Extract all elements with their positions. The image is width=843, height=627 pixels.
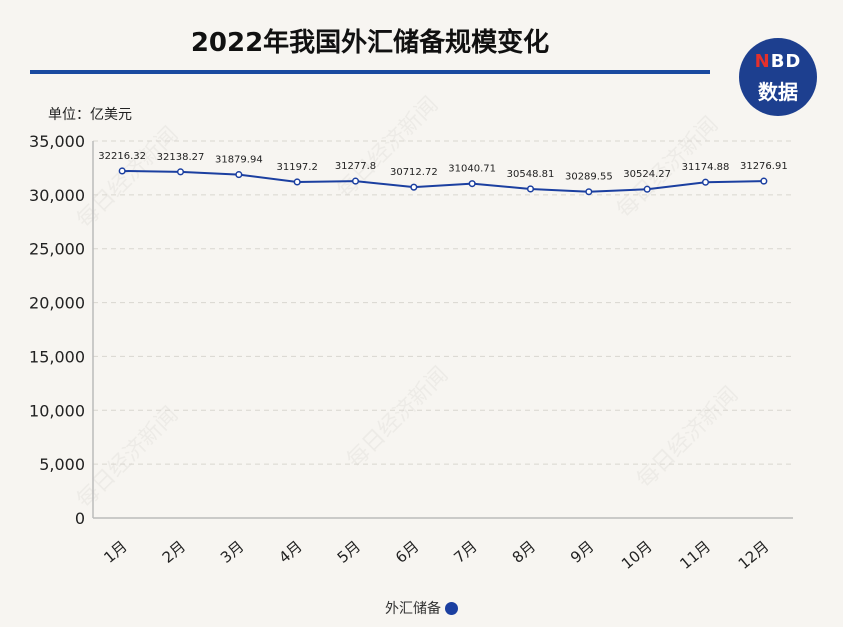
x-tick-label: 2月 [159, 537, 189, 567]
data-point [585, 188, 593, 196]
data-point [760, 177, 768, 185]
y-tick-label: 15,000 [29, 347, 85, 366]
x-tick-label: 7月 [450, 537, 480, 567]
nbd-logo: NBD 数据 [739, 38, 817, 116]
data-label: 30524.27 [623, 169, 671, 180]
legend-label: 外汇储备 [385, 601, 441, 617]
y-tick-label: 25,000 [29, 240, 85, 259]
legend-marker [445, 602, 458, 615]
data-label: 32216.32 [98, 151, 146, 162]
logo-accent: N [754, 51, 771, 72]
data-label: 30712.72 [390, 167, 438, 178]
data-point [176, 168, 185, 176]
data-label: 31277.8 [335, 161, 376, 172]
x-tick-label: 4月 [275, 537, 305, 567]
y-tick-label: 30,000 [29, 186, 85, 205]
data-point [701, 178, 710, 186]
x-tick-label: 3月 [217, 537, 247, 567]
title-underline [30, 70, 710, 74]
data-point [118, 167, 126, 175]
x-tick-label: 12月 [735, 537, 773, 573]
data-label: 31174.88 [682, 162, 730, 173]
data-point [468, 180, 476, 188]
x-tick-label: 10月 [618, 537, 656, 573]
data-point [526, 185, 535, 193]
data-label: 30289.55 [565, 172, 613, 183]
y-tick-label: 20,000 [29, 294, 85, 313]
y-tick-label: 10,000 [29, 401, 85, 420]
x-tick-label: 9月 [567, 537, 597, 567]
x-tick-label: 6月 [392, 537, 422, 567]
x-tick-label: 11月 [676, 537, 714, 573]
logo-line2: 数据 [758, 80, 798, 104]
data-point [235, 171, 243, 179]
y-tick-label: 5,000 [39, 455, 85, 474]
x-tick-label: 5月 [334, 537, 364, 567]
data-label: 30548.81 [507, 169, 555, 180]
data-label: 31879.94 [215, 155, 263, 166]
data-point [643, 185, 651, 193]
data-label: 31040.71 [448, 164, 496, 175]
x-tick-label: 8月 [509, 537, 539, 567]
logo-rest: BD [770, 51, 802, 72]
chart-title: 2022年我国外汇储备规模变化 [190, 28, 550, 58]
y-tick-label: 35,000 [29, 132, 85, 151]
data-point [410, 183, 418, 191]
logo-line1: NBD [739, 51, 817, 72]
unit-label: 单位：亿美元 [48, 107, 132, 123]
x-tick-label: 1月 [100, 537, 130, 567]
data-label: 32138.27 [157, 152, 205, 163]
series-line [122, 169, 764, 193]
legend: 外汇储备 [0, 598, 843, 618]
data-label: 31276.91 [740, 161, 788, 172]
y-tick-label: 0 [75, 509, 85, 528]
data-point [351, 177, 360, 185]
data-point [293, 178, 301, 186]
data-label: 31197.2 [276, 162, 317, 173]
